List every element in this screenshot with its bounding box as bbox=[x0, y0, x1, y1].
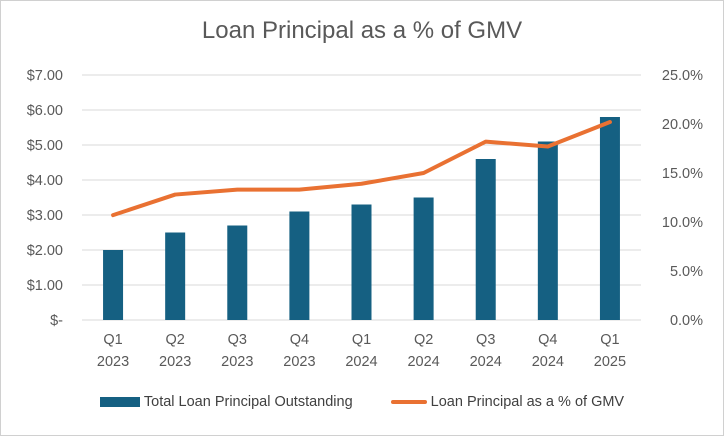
legend-label-bar: Total Loan Principal Outstanding bbox=[143, 394, 353, 410]
left-tick-label: $2.00 bbox=[27, 243, 63, 259]
x-tick-label: Q4 2023 bbox=[283, 332, 315, 370]
right-axis-ticks: 0.0% 5.0% 10.0% 15.0% 20.0% 25.0% bbox=[662, 68, 703, 329]
x-tick-label: Q1 2023 bbox=[97, 332, 129, 370]
legend-item-bar: Total Loan Principal Outstanding bbox=[99, 394, 353, 410]
bar bbox=[413, 197, 434, 320]
right-tick-label: 25.0% bbox=[662, 68, 703, 84]
left-tick-label: $1.00 bbox=[27, 278, 63, 294]
line-series bbox=[111, 120, 612, 218]
right-tick-label: 0.0% bbox=[670, 313, 703, 329]
left-tick-label: $5.00 bbox=[27, 138, 63, 154]
line-series-path bbox=[111, 120, 612, 218]
bar bbox=[537, 141, 558, 320]
left-axis-ticks: $- $1.00 $2.00 $3.00 $4.00 $5.00 $6.00 $7.00 bbox=[27, 68, 63, 329]
x-axis-ticks: Q1 2023 Q2 2023 Q3 2023 Q4 2023 Q1 2024 Q2 2024 Q3 20… bbox=[97, 332, 626, 370]
right-tick-label: 20.0% bbox=[662, 117, 703, 133]
x-tick-label: Q1 2025 bbox=[594, 332, 626, 370]
bar bbox=[599, 117, 620, 320]
left-tick-label: $3.00 bbox=[27, 208, 63, 224]
bar bbox=[165, 232, 186, 320]
right-tick-label: 15.0% bbox=[662, 166, 703, 182]
bar bbox=[351, 204, 372, 320]
left-tick-label: $6.00 bbox=[27, 103, 63, 119]
left-tick-label: $7.00 bbox=[27, 68, 63, 84]
x-tick-label: Q2 2024 bbox=[407, 332, 439, 370]
left-tick-label: $4.00 bbox=[27, 173, 63, 189]
bar bbox=[103, 250, 124, 320]
bar-series bbox=[103, 117, 620, 320]
right-tick-label: 5.0% bbox=[670, 264, 703, 280]
left-tick-label: $- bbox=[50, 313, 63, 329]
bar bbox=[289, 211, 310, 320]
x-tick-label: Q3 2023 bbox=[221, 332, 253, 370]
legend: Total Loan Principal Outstanding Loan Pr… bbox=[1, 394, 723, 410]
x-tick-label: Q3 2024 bbox=[470, 332, 502, 370]
x-tick-label: Q4 2024 bbox=[532, 332, 564, 370]
bar bbox=[475, 159, 496, 320]
chart-title: Loan Principal as a % of GMV bbox=[201, 17, 523, 44]
bar bbox=[227, 225, 248, 320]
legend-label-line: Loan Principal as a % of GMV bbox=[430, 394, 625, 410]
legend-swatch-bar bbox=[99, 397, 140, 407]
right-tick-label: 10.0% bbox=[662, 215, 703, 231]
x-tick-label: Q2 2023 bbox=[159, 332, 191, 370]
legend-swatch-line bbox=[390, 400, 427, 404]
x-tick-label: Q1 2024 bbox=[345, 332, 377, 370]
legend-item-line: Loan Principal as a % of GMV bbox=[390, 394, 625, 410]
